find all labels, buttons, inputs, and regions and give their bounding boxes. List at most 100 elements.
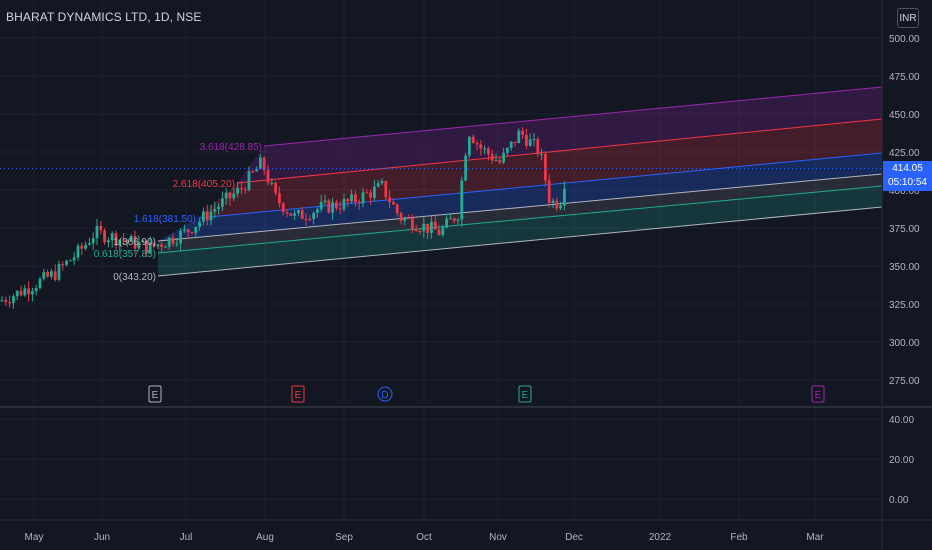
candle-series [0, 127, 882, 309]
candle-body [361, 192, 365, 204]
event-marker-letter: E [522, 390, 529, 401]
price-tick: 450.00 [889, 110, 920, 121]
candle-body [422, 223, 426, 232]
candle-body [327, 200, 331, 213]
candle-body [236, 187, 239, 194]
candle-body [281, 203, 285, 213]
candle-body [4, 300, 8, 303]
candle-body [376, 183, 380, 187]
price-tick: 350.00 [889, 262, 920, 273]
candle-body [532, 138, 536, 140]
time-tick: Oct [416, 532, 432, 543]
candle-body [354, 194, 357, 203]
candle-body [171, 237, 175, 244]
candle-body [403, 218, 407, 221]
candle-body [509, 141, 513, 148]
candle-body [262, 157, 266, 171]
fib-level-line [157, 206, 883, 277]
current-price-tag: 414.05 05:10:54 [883, 161, 932, 191]
candle-body [202, 211, 205, 222]
grid [0, 0, 882, 520]
candle-body [460, 180, 464, 220]
candle-body [42, 272, 46, 279]
candle-body [194, 226, 198, 234]
candle-body [99, 225, 103, 231]
candle-body [399, 213, 403, 221]
candle-body [129, 236, 133, 242]
price-tick: 325.00 [889, 300, 920, 311]
candle-body [76, 245, 80, 258]
candle-body [373, 186, 376, 198]
event-marker: E [148, 385, 162, 403]
candle-body [133, 236, 137, 249]
candle-body [209, 211, 213, 221]
candle-body [487, 148, 490, 155]
candle-body [205, 211, 209, 221]
candle-body [547, 180, 551, 204]
candle-body [19, 290, 23, 296]
time-tick: Sep [335, 532, 353, 543]
candle-body [179, 230, 182, 244]
candle-body [551, 200, 555, 204]
candle-body [156, 244, 160, 247]
candle-body [411, 218, 414, 230]
candle-body [186, 229, 190, 233]
candle-body [80, 245, 84, 249]
candle-body [137, 241, 141, 249]
candle-body [243, 189, 247, 191]
candle-body [536, 138, 540, 154]
candle-body [224, 192, 228, 199]
candle-body [270, 182, 274, 184]
time-tick: Dec [565, 532, 583, 543]
candle-body [430, 221, 433, 233]
candle-body [15, 290, 19, 297]
candle-body [141, 240, 144, 242]
time-tick: Jul [180, 532, 193, 543]
fib-level-label: 2.618(405.20) [173, 179, 235, 190]
volume-tick: 20.00 [889, 455, 914, 466]
candle-body [198, 221, 201, 227]
current-price: 414.05 [892, 163, 923, 174]
candle-body [490, 154, 494, 161]
event-marker: E [811, 385, 825, 403]
candle-body [312, 212, 315, 220]
candle-body [407, 218, 410, 220]
candle-body [213, 209, 217, 212]
volume-tick: 40.00 [889, 415, 914, 426]
fib-band [237, 87, 882, 183]
candle-body [160, 244, 163, 247]
candle-body [183, 229, 186, 231]
candle-body [57, 264, 61, 280]
candle-body [437, 229, 441, 236]
candle-body [114, 233, 118, 246]
candle-body [297, 210, 300, 214]
event-marker-letter: D [381, 390, 388, 401]
candle-body [110, 233, 114, 241]
candle-body [12, 296, 15, 303]
fib-level-line [263, 86, 883, 147]
candle-body [175, 243, 179, 245]
candle-body [240, 187, 243, 190]
candle-body [502, 152, 505, 163]
candle-body [388, 197, 391, 203]
candle-body [464, 155, 467, 181]
fibonacci-channel[interactable] [157, 86, 883, 277]
candle-body [228, 192, 232, 199]
price-tick: 275.00 [889, 376, 920, 387]
price-tick: 300.00 [889, 338, 920, 349]
symbol-title[interactable]: BHARAT DYNAMICS LTD, 1D, NSE [6, 10, 202, 24]
time-tick: Jun [94, 532, 110, 543]
fib-band [158, 174, 882, 253]
candle-body [38, 278, 42, 289]
candle-body [357, 202, 361, 204]
time-tick: Feb [730, 532, 748, 543]
event-marker-shape [148, 385, 162, 403]
candle-body [247, 171, 251, 191]
candle-body [483, 148, 486, 150]
candle-body [122, 239, 125, 241]
candle-body [255, 168, 258, 172]
candle-body [221, 198, 224, 207]
currency-badge[interactable]: INR [897, 8, 919, 28]
